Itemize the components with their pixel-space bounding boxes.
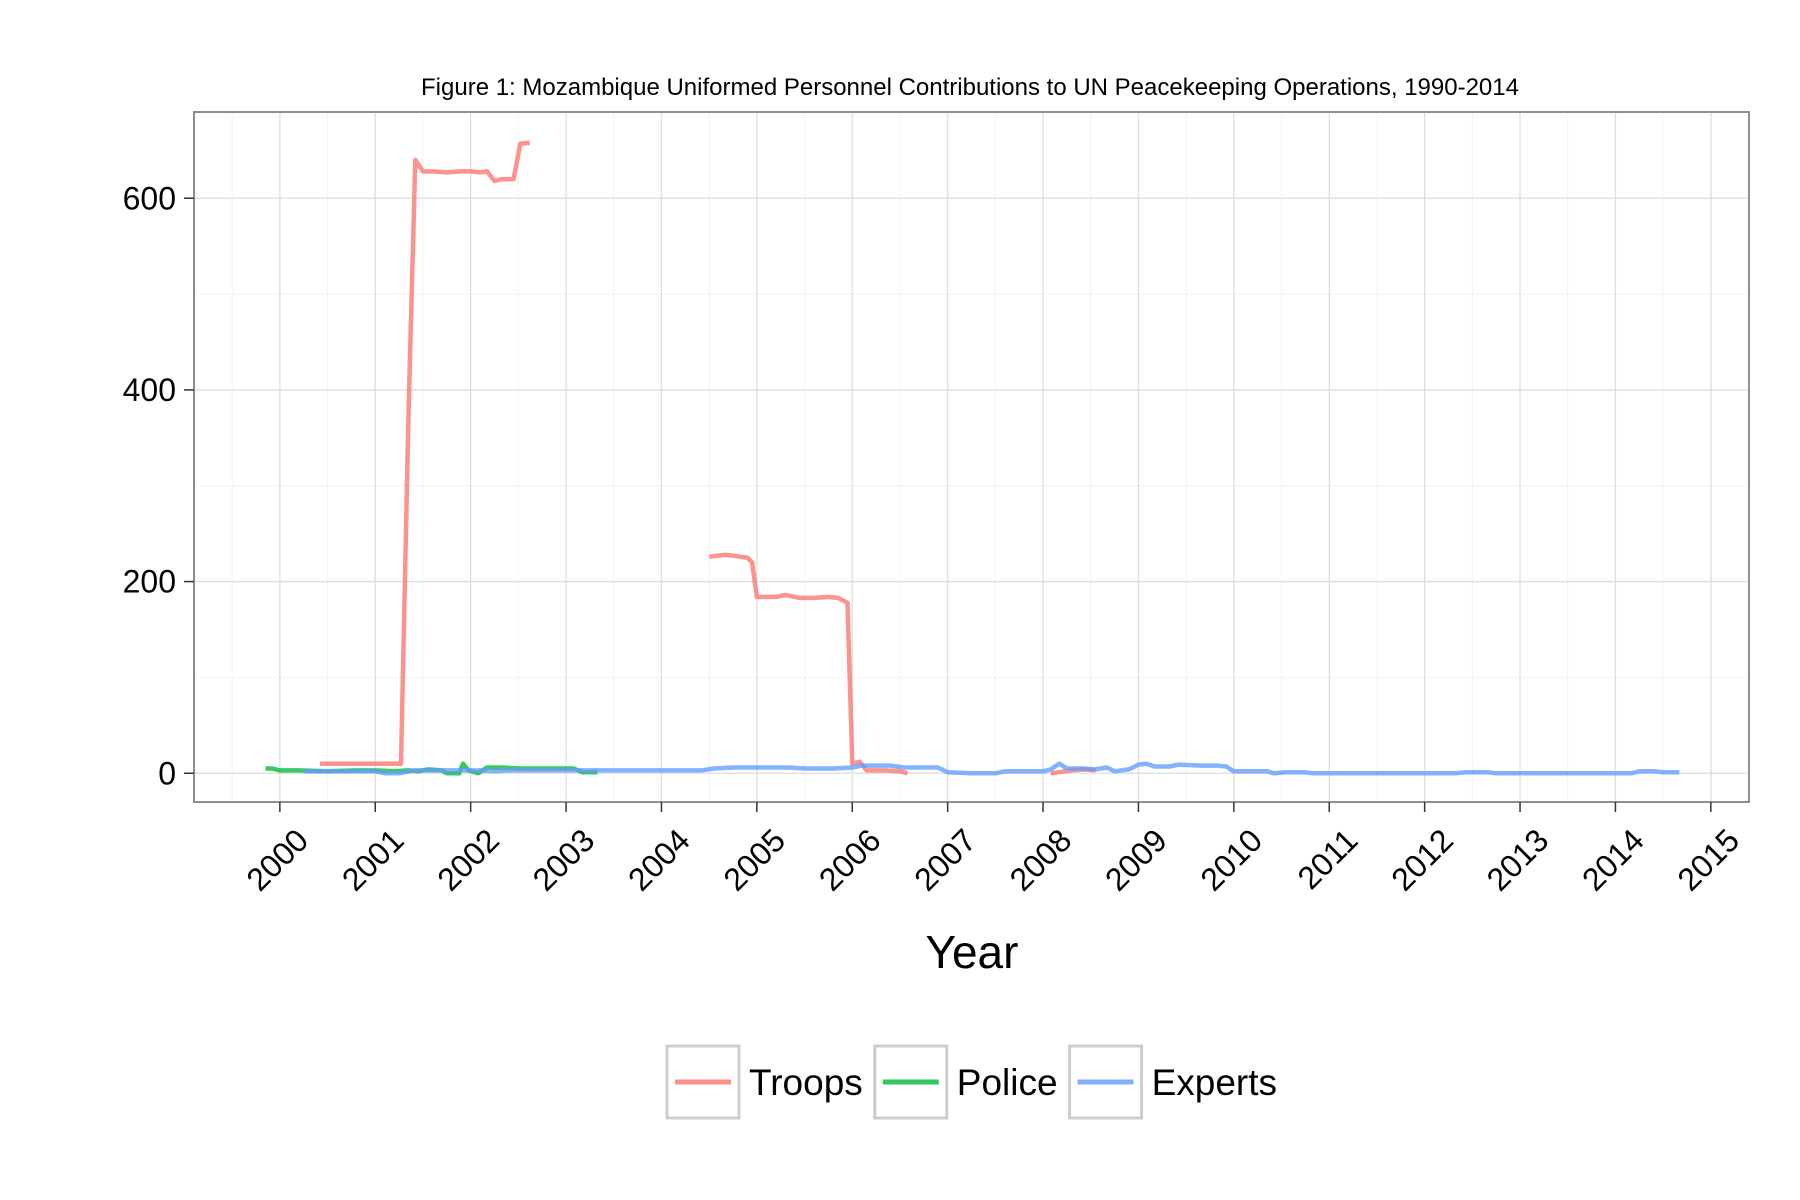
x-tick-label: 2000 xyxy=(239,822,315,898)
x-tick-label: 2010 xyxy=(1193,822,1269,898)
y-tick-label: 0 xyxy=(158,755,176,791)
series-line-troops-1 xyxy=(319,140,531,766)
major-grid xyxy=(194,112,1749,802)
x-axis-title: Year xyxy=(926,926,1019,978)
x-tick-label: 2003 xyxy=(526,822,602,898)
legend-item-troops: Troops xyxy=(665,1044,863,1120)
y-tick-label: 400 xyxy=(123,372,176,408)
legend-label-troops: Troops xyxy=(749,1062,863,1103)
x-tick-label: 2014 xyxy=(1575,822,1651,898)
minor-grid xyxy=(194,112,1749,802)
x-tick-label: 2009 xyxy=(1098,822,1174,898)
chart-title: Figure 1: Mozambique Uniformed Personnel… xyxy=(421,74,1519,101)
x-tick-label: 2012 xyxy=(1384,822,1460,898)
x-tick-label: 2015 xyxy=(1670,822,1746,898)
y-tick-label: 600 xyxy=(123,180,176,216)
legend-label-experts: Experts xyxy=(1152,1062,1277,1103)
x-axis: 2000 2001 2002 2003 2004 2005 2006 2007 2008 2009… xyxy=(239,802,1746,898)
x-tick-label: 2002 xyxy=(430,822,506,898)
legend-label-police: Police xyxy=(957,1062,1058,1103)
legend: Troops Police Experts xyxy=(665,1044,1277,1120)
x-tick-label: 2008 xyxy=(1003,822,1079,898)
x-tick-label: 2001 xyxy=(335,822,411,898)
x-tick-label: 2004 xyxy=(621,822,697,898)
legend-item-police: Police xyxy=(873,1044,1058,1120)
y-axis: 0 200 400 600 xyxy=(123,180,194,791)
x-tick-label: 2005 xyxy=(716,822,792,898)
series-line-experts-1 xyxy=(303,761,1680,776)
series-line-troops-2 xyxy=(708,552,909,776)
plot-border xyxy=(193,111,1750,803)
x-tick-label: 2013 xyxy=(1480,822,1556,898)
plot-panel xyxy=(193,111,1750,803)
y-tick-label: 200 xyxy=(123,564,176,600)
legend-item-experts: Experts xyxy=(1068,1044,1277,1120)
x-tick-label: 2006 xyxy=(812,822,888,898)
x-tick-label: 2011 xyxy=(1290,822,1364,896)
x-tick-label: 2007 xyxy=(907,822,983,898)
series-lines xyxy=(265,140,1680,776)
